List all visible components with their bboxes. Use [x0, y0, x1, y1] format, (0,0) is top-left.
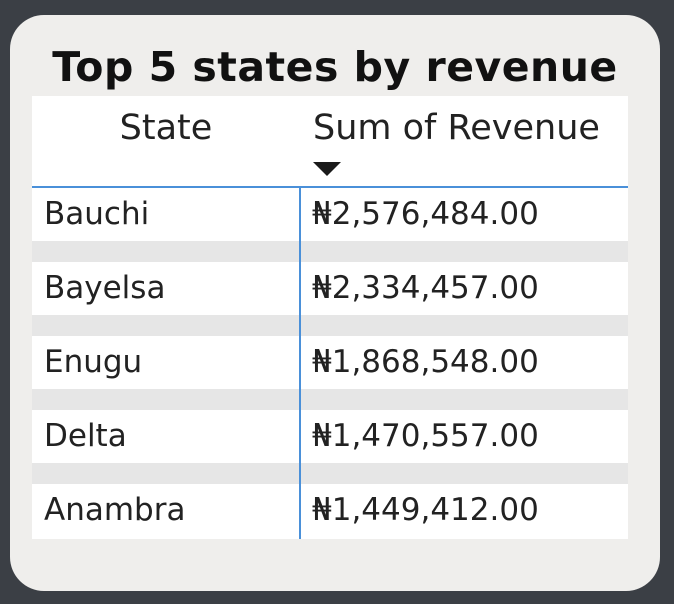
column-header-state[interactable]: State — [119, 108, 213, 148]
table-row[interactable]: Bayelsa ₦2,334,457.00 — [32, 262, 628, 315]
cell-revenue: ₦1,449,412.00 — [312, 492, 539, 528]
revenue-table: State Sum of Revenue Bauchi ₦2,576,484.0… — [32, 96, 628, 539]
cell-state: Enugu — [44, 344, 143, 380]
cell-revenue: ₦2,334,457.00 — [312, 270, 539, 306]
column-header-revenue[interactable]: Sum of Revenue — [313, 108, 600, 148]
cell-revenue: ₦1,868,548.00 — [312, 344, 539, 380]
row-spacer — [32, 241, 628, 262]
sort-descending-icon[interactable] — [313, 162, 341, 176]
row-spacer — [32, 315, 628, 336]
table-row[interactable]: Delta ₦1,470,557.00 — [32, 410, 628, 463]
table-row[interactable]: Bauchi ₦2,576,484.00 — [32, 188, 628, 241]
table-header: State Sum of Revenue — [32, 96, 628, 188]
cell-revenue: ₦1,470,557.00 — [312, 418, 539, 454]
table-visual-card: Top 5 states by revenue State Sum of Rev… — [10, 15, 660, 591]
row-spacer — [32, 463, 628, 484]
cell-state: Bayelsa — [44, 270, 166, 306]
table-body: Bauchi ₦2,576,484.00 Bayelsa ₦2,334,457.… — [32, 188, 628, 539]
table-row[interactable]: Enugu ₦1,868,548.00 — [32, 336, 628, 389]
table-row[interactable]: Anambra ₦1,449,412.00 — [32, 484, 628, 537]
cell-state: Anambra — [44, 492, 186, 528]
visual-title: Top 5 states by revenue — [52, 43, 618, 91]
cell-state: Bauchi — [44, 196, 150, 232]
column-divider[interactable] — [299, 188, 301, 539]
cell-state: Delta — [44, 418, 127, 454]
row-spacer — [32, 389, 628, 410]
cell-revenue: ₦2,576,484.00 — [312, 196, 539, 232]
